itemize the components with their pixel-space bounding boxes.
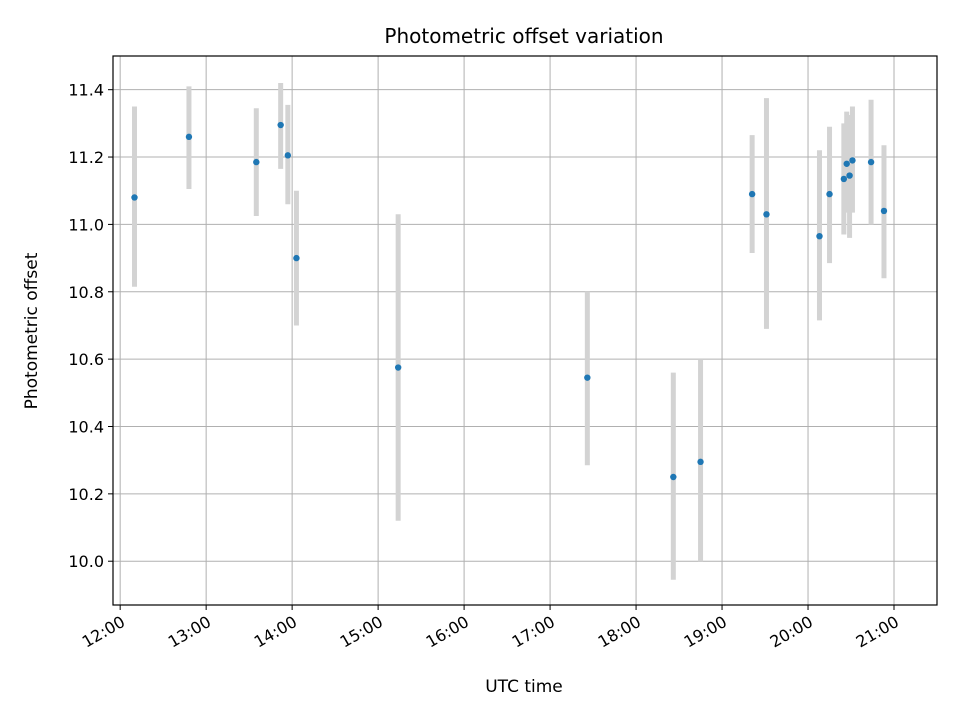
data-point [880,207,888,215]
y-tick-label: 11.0 [68,215,104,234]
y-axis-title: Photometric offset [22,252,42,409]
x-axis-title: UTC time [485,677,563,697]
data-point [394,364,402,371]
y-tick-label: 10.2 [68,485,104,504]
data-point [840,175,848,183]
data-point [826,190,833,198]
data-point [843,160,850,167]
grid [113,56,937,605]
data-point [284,152,292,159]
x-tick-label: 13:00 [165,612,214,652]
data-point [293,254,300,262]
data-point [849,157,856,164]
data-point [846,172,853,179]
x-tick-label: 20:00 [767,612,816,652]
data-point [763,211,770,218]
chart-title: Photometric offset variation [384,24,663,48]
y-tick-label: 10.6 [68,350,104,369]
data-point [277,121,284,129]
x-tick-label: 18:00 [595,612,644,652]
x-tick-label: 21:00 [853,612,902,652]
x-tick-label: 14:00 [251,612,300,652]
x-tick-label: 15:00 [337,612,386,652]
axis-ticks: 12:00 13:00 14:00 15:00 16:00 17:00 18:00 19:00… [68,81,902,652]
y-tick-label: 10.8 [68,283,104,302]
y-tick-label: 11.2 [68,148,104,167]
x-tick-label: 19:00 [681,612,730,652]
x-tick-label: 17:00 [509,612,558,652]
y-tick-label: 10.4 [68,417,104,436]
plot-frame [112,55,938,606]
data-point [697,458,704,466]
data-point [253,158,260,166]
y-tick-label: 10.0 [68,552,104,571]
x-tick-label: 16:00 [423,612,472,652]
data-point [584,374,591,381]
data-point [748,190,756,198]
data-points [131,121,888,481]
data-point [185,133,193,141]
x-tick-label: 12:00 [79,612,128,652]
y-tick-label: 11.4 [68,81,104,100]
data-point [670,473,677,481]
data-point [131,194,138,201]
data-point [816,232,823,240]
data-point [867,158,875,166]
